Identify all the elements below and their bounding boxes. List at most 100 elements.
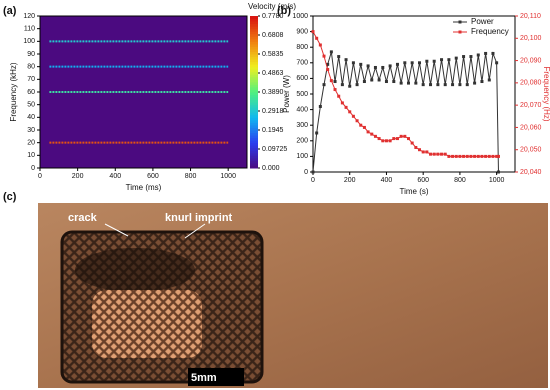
colorbar-segment [250, 89, 258, 93]
y2-tick-label: 20,040 [520, 169, 542, 176]
y-tick-label: 30 [27, 127, 35, 134]
marker [340, 101, 344, 105]
marker [359, 62, 363, 66]
marker [462, 154, 466, 158]
marker [362, 80, 366, 84]
colorbar-segment [250, 145, 258, 149]
x-axis-label: Time (ms) [126, 183, 162, 192]
marker [432, 152, 436, 156]
scale-bar-label: 5mm [191, 372, 217, 384]
colorbar-segment [250, 122, 258, 126]
colorbar-segment [250, 16, 258, 20]
marker [351, 61, 355, 65]
marker [465, 83, 469, 87]
colorbar-segment [250, 162, 258, 166]
marker [392, 137, 396, 141]
colorbar-segment [250, 26, 258, 30]
colorbar-segment [250, 137, 258, 141]
y-tick-label: 600 [296, 75, 308, 82]
series-line [312, 31, 499, 157]
y-tick-label: 100 [296, 153, 308, 160]
y-tick-label: 0 [304, 169, 308, 176]
marker [395, 137, 399, 141]
colorbar-segment [250, 142, 258, 146]
marker [318, 104, 322, 108]
marker [337, 94, 341, 98]
colorbar-segment [250, 127, 258, 131]
marker [495, 61, 499, 65]
colorbar-segment [250, 104, 258, 108]
marker [447, 58, 451, 62]
marker [436, 152, 440, 156]
legend-marker [458, 30, 462, 34]
marker [329, 50, 333, 54]
marker [399, 81, 403, 85]
colorbar-segment [250, 21, 258, 25]
marker [454, 154, 458, 158]
colorbar-segment [250, 155, 258, 159]
colorbar-segment [250, 117, 258, 121]
colorbar-tick-label: 0.2918 [262, 108, 284, 115]
annotation: knurl imprint [165, 212, 233, 224]
bright-area [92, 290, 202, 358]
y-tick-label: 60 [27, 89, 35, 96]
marker [381, 65, 385, 69]
marker [421, 150, 425, 154]
y-tick-label: 90 [27, 51, 35, 58]
colorbar-segment [250, 56, 258, 60]
x-tick-label: 1000 [220, 173, 236, 180]
marker [326, 62, 330, 66]
colorbar-label: Velocity (m/s) [248, 2, 296, 11]
marker [322, 83, 326, 87]
y2-axis-label: Frequency (Hz) [542, 66, 550, 121]
annotation: crack [68, 212, 98, 224]
marker [496, 170, 500, 174]
marker [355, 83, 359, 87]
marker [373, 134, 377, 138]
marker [440, 152, 444, 156]
marker [487, 78, 491, 82]
marker [333, 80, 337, 84]
marker [381, 139, 385, 143]
colorbar-tick-label: 0.3890 [262, 89, 284, 96]
y2-tick-label: 20,080 [520, 80, 542, 87]
marker [480, 154, 484, 158]
marker [370, 78, 374, 82]
dark-area [75, 248, 195, 292]
x-axis-label: Time (s) [399, 187, 428, 196]
marker [351, 114, 355, 118]
colorbar-segment [250, 76, 258, 80]
marker [421, 83, 425, 87]
colorbar-segment [250, 102, 258, 106]
marker [366, 64, 370, 68]
colorbar-segment [250, 107, 258, 111]
colorbar-segment [250, 147, 258, 151]
colorbar-segment [250, 112, 258, 116]
marker [366, 130, 370, 134]
colorbar-segment [250, 160, 258, 164]
marker [377, 137, 381, 141]
y-tick-label: 120 [23, 13, 35, 20]
marker [432, 59, 436, 63]
marker [414, 145, 418, 149]
y2-tick-label: 20,110 [520, 13, 541, 20]
marker [384, 80, 388, 84]
marker [355, 119, 359, 123]
marker [429, 152, 433, 156]
marker [425, 150, 429, 154]
x-tick-label: 800 [185, 173, 197, 180]
legend-marker [458, 20, 462, 24]
marker [443, 83, 447, 87]
marker [465, 154, 469, 158]
y-tick-label: 10 [27, 152, 35, 159]
y-tick-label: 800 [296, 44, 308, 51]
panel-label: (c) [3, 191, 17, 203]
y2-tick-label: 20,050 [520, 147, 542, 154]
marker [458, 83, 462, 87]
marker [429, 83, 433, 87]
marker [337, 55, 341, 59]
y-tick-label: 1000 [292, 13, 308, 20]
marker [395, 62, 399, 66]
marker [476, 154, 480, 158]
